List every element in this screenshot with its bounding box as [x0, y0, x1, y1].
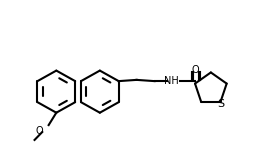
Text: NH: NH: [164, 76, 178, 86]
Text: O: O: [192, 65, 199, 75]
Text: S: S: [217, 99, 224, 109]
Text: O: O: [36, 126, 44, 136]
